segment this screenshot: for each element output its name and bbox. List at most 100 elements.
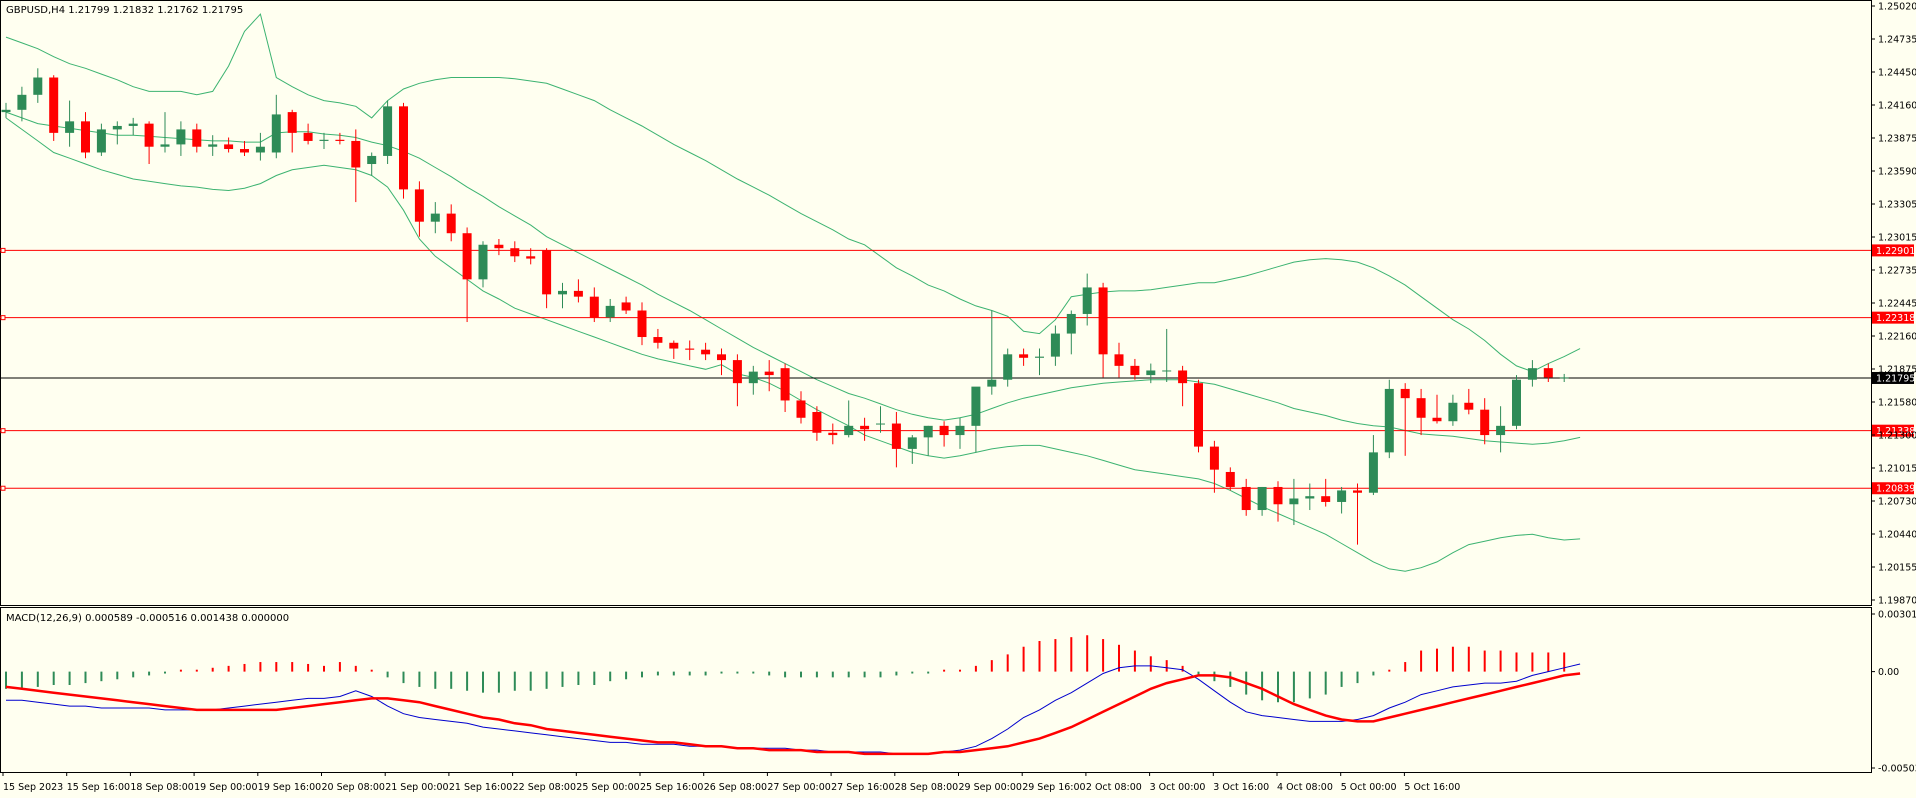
bollinger-bands: [5, 13, 1581, 572]
time-axis-label: 18 Sep 08:00: [130, 782, 193, 793]
bollinger-lower-line: [5, 117, 1581, 572]
price-axis-label: 1.21580: [1878, 398, 1916, 409]
candle-body: [1527, 368, 1537, 380]
horizontal-levels: [0, 247, 1871, 491]
time-axis-label: 29 Sep 00:00: [959, 782, 1022, 793]
macd-axis: 0.00301 0.00 -0.005036: [1871, 610, 1916, 775]
price-axis-label: 1.21875: [1878, 365, 1916, 376]
level-price-tag: [1872, 424, 1914, 437]
price-axis-label: 1.19870: [1878, 596, 1916, 607]
current-price-tag: [1872, 371, 1914, 384]
candle-body: [573, 290, 583, 297]
candle-body: [1114, 354, 1124, 366]
price-axis-label: 1.23590: [1878, 167, 1916, 178]
time-axis-label: 19 Sep 00:00: [194, 782, 257, 793]
time-axis-label: 25 Sep 00:00: [576, 782, 639, 793]
candle-body: [701, 349, 711, 355]
macd-signal-line: [5, 672, 1581, 756]
bollinger-middle-line: [5, 111, 1581, 445]
candle-body: [748, 371, 758, 384]
candle-body: [605, 305, 615, 318]
candle-body: [971, 386, 981, 426]
level-handle: [0, 428, 6, 434]
candle-body: [128, 123, 138, 126]
candle-body: [17, 94, 27, 110]
macd-indicator: [5, 635, 1581, 756]
candlesticks: [1, 68, 1569, 545]
time-axis-label: 27 Sep 16:00: [831, 782, 894, 793]
candle-body: [1003, 354, 1013, 380]
candle-body: [955, 425, 965, 436]
time-axis-label: 3 Oct 16:00: [1213, 782, 1269, 793]
candle-body: [1512, 379, 1521, 426]
candle-body: [637, 310, 647, 338]
candle-body: [558, 290, 567, 295]
candle-body: [796, 400, 806, 418]
candle-body: [907, 437, 917, 449]
candle-body: [589, 296, 599, 318]
candle-body: [828, 432, 838, 436]
level-handle: [0, 485, 6, 491]
price-axis-label: 1.21015: [1878, 464, 1916, 475]
candle-body: [1066, 313, 1076, 334]
candle-body: [1480, 409, 1490, 436]
time-axis-label: 28 Sep 08:00: [895, 782, 958, 793]
macd-label: MACD(12,26,9) 0.000589 -0.000516 0.00143…: [6, 613, 289, 624]
candle-body: [1178, 370, 1188, 384]
macd-axis-label: 0.00: [1878, 667, 1899, 678]
candle-body: [1337, 490, 1347, 502]
price-axis-label: 1.20440: [1878, 530, 1916, 541]
candle-body: [542, 250, 552, 295]
candle-body: [732, 360, 742, 384]
time-axis-label: 2 Oct 08:00: [1086, 782, 1142, 793]
candle-body: [351, 140, 361, 168]
time-axis-label: 5 Oct 16:00: [1404, 782, 1460, 793]
candle-body: [510, 248, 520, 257]
time-axis-label: 19 Sep 16:00: [258, 782, 321, 793]
candle-body: [891, 423, 901, 449]
candle-body: [430, 213, 440, 222]
price-axis-label: 1.22735: [1878, 266, 1916, 277]
candle-body: [812, 411, 822, 433]
candle-body: [1559, 377, 1569, 379]
candle-body: [1305, 496, 1315, 499]
candle-body: [1241, 486, 1251, 511]
time-axis-label: 15 Sep 16:00: [67, 782, 130, 793]
candle-body: [669, 342, 679, 349]
candle-body: [399, 106, 408, 190]
candle-body: [780, 368, 790, 401]
price-axis-label: 1.23305: [1878, 200, 1916, 211]
candle-body: [224, 144, 234, 150]
price-axis-label: 1.24450: [1878, 68, 1916, 79]
candle-body: [1368, 452, 1378, 493]
candle-body: [1130, 365, 1140, 376]
price-axis-label: 1.25020: [1878, 2, 1916, 13]
candle-body: [1035, 356, 1044, 358]
candle-body: [383, 106, 393, 156]
candle-body: [446, 213, 456, 234]
price-axis-label: 1.22160: [1878, 332, 1916, 343]
candle-body: [1448, 402, 1458, 422]
candle-body: [685, 348, 695, 350]
candle-body: [462, 233, 472, 280]
price-axis: 1.22901 1.22318 1.21338 1.20839 1.21795 1.250…: [1871, 2, 1916, 607]
candle-body: [112, 125, 122, 130]
candle-body: [1209, 446, 1219, 470]
candle-body: [414, 189, 424, 222]
candle-body: [1464, 402, 1474, 410]
current-price-tag-label: 1.21795: [1876, 373, 1915, 384]
candle-body: [1289, 498, 1299, 505]
level-price-tag-label: 1.22901: [1876, 246, 1915, 257]
candle-body: [192, 129, 202, 147]
candle-body: [526, 256, 536, 259]
level-price-tag: [1872, 311, 1914, 324]
time-axis: 15 Sep 2023 15 Sep 16:00 18 Sep 08:00 19 Se…: [2, 772, 1460, 793]
candle-body: [319, 139, 329, 141]
macd-panel-frame: [0, 607, 1872, 773]
macd-axis-label: -0.005036: [1878, 764, 1916, 775]
price-axis-label: 1.24160: [1878, 101, 1916, 112]
level-price-tag: [1872, 244, 1914, 257]
